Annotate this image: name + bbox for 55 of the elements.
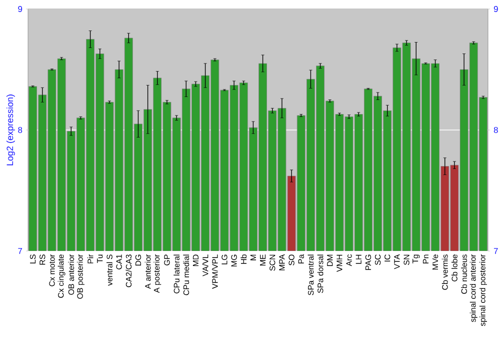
x-tick-label: SC xyxy=(374,254,381,265)
x-tick-label: OB anterior xyxy=(68,254,74,295)
y-tick-label: 8 xyxy=(18,126,22,133)
x-tick-label: Cb vermis xyxy=(442,254,448,290)
y-axis-title: Log2 (expression) xyxy=(6,94,15,166)
x-tick-label: Arc xyxy=(346,254,352,266)
x-tick-label: Cx motor xyxy=(49,254,55,286)
x-tick-label: LS xyxy=(30,254,36,264)
x-tick-label: RS xyxy=(40,254,46,265)
y2-tick-label: 9 xyxy=(494,6,498,12)
x-tick-label: A posterior xyxy=(154,254,162,293)
x-tick-label: CA2/CA3 xyxy=(126,254,132,288)
x-tick-label: OB posterior xyxy=(76,254,84,299)
x-tick-label: MPA xyxy=(279,254,285,270)
x-tick-label: ME xyxy=(260,254,266,266)
x-tick-label: IC xyxy=(384,254,390,262)
x-tick-label: Cx cingulate xyxy=(58,254,66,298)
x-tick-label: Pa xyxy=(298,254,304,264)
x-tick-label: Tu xyxy=(97,254,103,264)
x-tick-label: SN xyxy=(404,254,410,265)
x-tick-label: GP xyxy=(164,254,170,266)
x-tick-label: M xyxy=(250,254,256,260)
x-tick-label: LH xyxy=(356,254,362,264)
x-tick-label: VMH xyxy=(336,254,342,272)
x-tick-label: PAG xyxy=(365,254,372,270)
x-tick-label: DM xyxy=(327,254,333,266)
x-tick-label: SPa dorsal xyxy=(317,254,324,293)
x-tick-label: SCN xyxy=(270,254,276,271)
x-tick-label: Hb xyxy=(240,254,247,264)
y2-tick-label: 8 xyxy=(494,126,498,133)
x-tick-label: Cb lobe xyxy=(452,254,458,282)
x-tick-label: MD xyxy=(192,254,198,266)
x-tick-label: LG xyxy=(222,254,228,264)
x-tick-label: MVe xyxy=(432,254,438,270)
x-tick-label: spinal cord anterior xyxy=(470,254,478,322)
x-tick-label: VPM/VPL xyxy=(212,254,218,289)
x-tick-label: MG xyxy=(231,254,237,266)
x-tick-label: SO xyxy=(288,254,294,266)
x-tick-label: VA/VL xyxy=(202,254,208,276)
x-tick-label: Tg xyxy=(412,254,420,264)
x-tick-label: CA1 xyxy=(116,254,122,270)
x-tick-label: ventral S xyxy=(106,254,112,286)
y-tick-label: 9 xyxy=(18,6,22,12)
x-tick-label: DG xyxy=(135,254,142,266)
x-tick-label: SPa ventral xyxy=(308,254,314,296)
x-tick-label: Pir xyxy=(87,254,94,264)
x-tick-label: CPu medial xyxy=(183,254,190,296)
x-tick-label: A anterior xyxy=(144,254,151,289)
y2-tick-label: 7 xyxy=(494,248,498,254)
x-tick-label: spinal cord posterior xyxy=(479,254,487,326)
y-tick-label: 7 xyxy=(18,248,22,254)
x-tick-label: Pn xyxy=(422,254,428,264)
x-tick-label: VTA xyxy=(394,254,400,270)
x-tick-label: Cb nucleus xyxy=(461,254,467,294)
x-tick-label: CPu lateral xyxy=(174,254,180,294)
